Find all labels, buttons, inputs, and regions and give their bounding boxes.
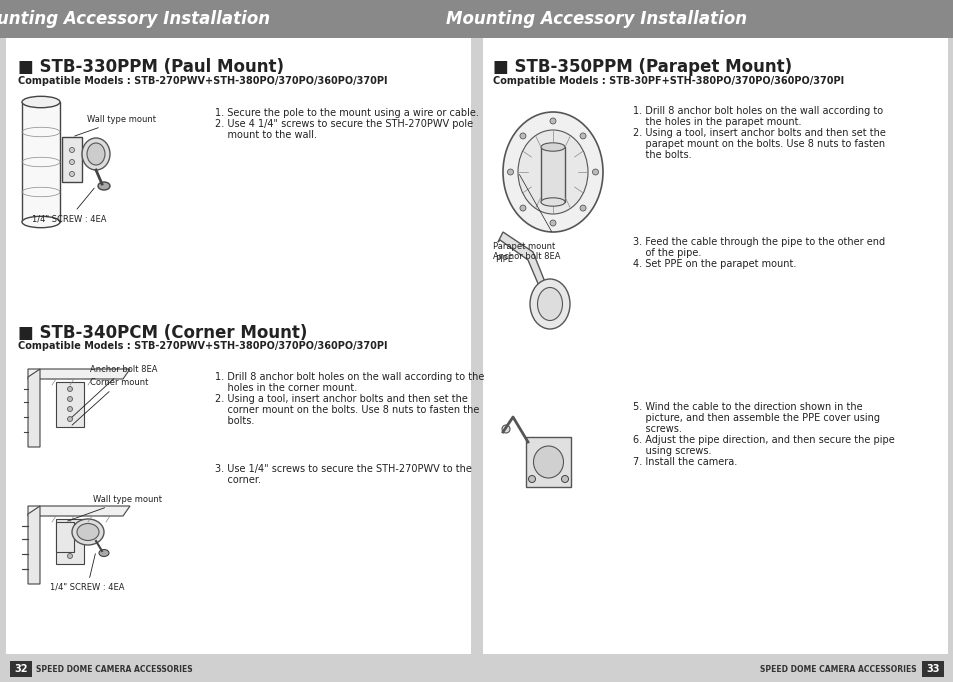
Circle shape [507, 169, 513, 175]
Text: 3. Use 1/4" screws to secure the STH-270PWV to the: 3. Use 1/4" screws to secure the STH-270… [214, 464, 472, 474]
FancyBboxPatch shape [6, 38, 471, 654]
Text: corner mount on the bolts. Use 8 nuts to fasten the: corner mount on the bolts. Use 8 nuts to… [214, 405, 478, 415]
Bar [56, 519, 84, 564]
Text: mount to the wall.: mount to the wall. [214, 130, 316, 140]
Circle shape [68, 387, 72, 391]
Text: ■ STB-330PPM (Paul Mount): ■ STB-330PPM (Paul Mount) [18, 58, 284, 76]
Circle shape [519, 133, 525, 139]
Circle shape [68, 417, 72, 421]
Text: Compatible Models : STB-270PWV+STH-380PO/370PO/360PO/370PI: Compatible Models : STB-270PWV+STH-380PO… [18, 76, 387, 86]
Text: 33: 33 [925, 664, 939, 674]
Text: Compatible Models : STB-270PWV+STH-380PO/370PO/360PO/370PI: Compatible Models : STB-270PWV+STH-380PO… [18, 341, 387, 351]
Text: Anchor bolt 8EA: Anchor bolt 8EA [493, 252, 560, 261]
Ellipse shape [82, 138, 110, 170]
Text: of the pipe.: of the pipe. [633, 248, 700, 258]
Text: 2. Using a tool, insert anchor bolts and then set the: 2. Using a tool, insert anchor bolts and… [633, 128, 885, 138]
Text: 32: 32 [14, 664, 28, 674]
Text: Parapet mount: Parapet mount [493, 242, 555, 251]
Circle shape [70, 171, 74, 177]
Polygon shape [28, 369, 130, 379]
Ellipse shape [87, 143, 105, 165]
Circle shape [550, 220, 556, 226]
Polygon shape [28, 506, 40, 584]
Bar [62, 137, 82, 182]
Text: SPEED DOME CAMERA ACCESSORIES: SPEED DOME CAMERA ACCESSORIES [760, 664, 916, 674]
Ellipse shape [77, 524, 99, 541]
Text: 2. Using a tool, insert anchor bolts and then set the: 2. Using a tool, insert anchor bolts and… [214, 394, 467, 404]
Text: Compatible Models : STB-30PF+STH-380PO/370PO/360PO/370PI: Compatible Models : STB-30PF+STH-380PO/3… [493, 76, 843, 86]
FancyBboxPatch shape [0, 0, 953, 38]
Circle shape [519, 205, 525, 211]
Circle shape [68, 533, 72, 539]
Circle shape [528, 475, 535, 482]
Text: the bolts.: the bolts. [633, 150, 691, 160]
Text: ■ STB-340PCM (Corner Mount): ■ STB-340PCM (Corner Mount) [18, 324, 307, 342]
Text: Wall type mount: Wall type mount [74, 115, 156, 136]
Polygon shape [497, 232, 553, 307]
Text: 7. Install the camera.: 7. Install the camera. [633, 457, 737, 467]
Text: PIPE: PIPE [495, 255, 513, 264]
Ellipse shape [22, 96, 60, 108]
Text: holes in the corner mount.: holes in the corner mount. [214, 383, 356, 393]
Circle shape [70, 147, 74, 153]
Text: Anchor bolt 8EA: Anchor bolt 8EA [72, 365, 157, 417]
Text: 1/4" SCREW : 4EA: 1/4" SCREW : 4EA [32, 188, 107, 223]
Text: 5. Wind the cable to the direction shown in the: 5. Wind the cable to the direction shown… [633, 402, 862, 412]
Polygon shape [28, 369, 40, 447]
Circle shape [68, 524, 72, 529]
Text: 4. Set PPE on the parapet mount.: 4. Set PPE on the parapet mount. [633, 259, 796, 269]
Ellipse shape [533, 446, 563, 478]
Text: 1. Drill 8 anchor bolt holes on the wall according to the: 1. Drill 8 anchor bolt holes on the wall… [214, 372, 484, 382]
Text: Mounting Accessory Installation: Mounting Accessory Installation [445, 10, 746, 28]
Polygon shape [28, 506, 130, 516]
Text: 2. Use 4 1/4" screws to secure the STH-270PWV pole: 2. Use 4 1/4" screws to secure the STH-2… [214, 119, 473, 129]
Circle shape [579, 133, 585, 139]
Text: picture, and then assemble the PPE cover using: picture, and then assemble the PPE cover… [633, 413, 879, 423]
Bar [56, 522, 74, 552]
FancyBboxPatch shape [921, 661, 943, 677]
Ellipse shape [502, 112, 602, 232]
Circle shape [68, 544, 72, 548]
Circle shape [68, 554, 72, 559]
FancyBboxPatch shape [10, 661, 32, 677]
Ellipse shape [98, 182, 110, 190]
Text: bolts.: bolts. [214, 416, 254, 426]
Circle shape [550, 118, 556, 124]
Circle shape [579, 205, 585, 211]
Circle shape [68, 396, 72, 402]
Text: 6. Adjust the pipe direction, and then secure the pipe: 6. Adjust the pipe direction, and then s… [633, 435, 894, 445]
Text: Mounting Accessory Installation: Mounting Accessory Installation [0, 10, 270, 28]
Text: the holes in the parapet mount.: the holes in the parapet mount. [633, 117, 801, 127]
Text: 1. Drill 8 anchor bolt holes on the wall according to: 1. Drill 8 anchor bolt holes on the wall… [633, 106, 882, 116]
Text: Wall type mount: Wall type mount [68, 495, 162, 521]
Ellipse shape [22, 216, 60, 228]
Text: using screws.: using screws. [633, 446, 711, 456]
Bar [22, 102, 60, 222]
Circle shape [501, 425, 510, 433]
Ellipse shape [537, 288, 562, 321]
Text: 1/4" SCREW : 4EA: 1/4" SCREW : 4EA [50, 554, 125, 592]
Bar [56, 382, 84, 427]
Ellipse shape [530, 279, 569, 329]
Text: corner.: corner. [214, 475, 261, 485]
Ellipse shape [71, 519, 104, 545]
Circle shape [561, 475, 568, 482]
Ellipse shape [540, 198, 564, 206]
Text: parapet mount on the bolts. Use 8 nuts to fasten: parapet mount on the bolts. Use 8 nuts t… [633, 139, 884, 149]
Ellipse shape [517, 130, 587, 214]
Text: 3. Feed the cable through the pipe to the other end: 3. Feed the cable through the pipe to th… [633, 237, 884, 247]
Text: screws.: screws. [633, 424, 681, 434]
Ellipse shape [99, 550, 109, 557]
Text: ■ STB-350PPM (Parapet Mount): ■ STB-350PPM (Parapet Mount) [493, 58, 791, 76]
Circle shape [70, 160, 74, 164]
Circle shape [68, 406, 72, 411]
FancyBboxPatch shape [482, 38, 947, 654]
Text: Corner mount: Corner mount [72, 378, 149, 425]
Circle shape [592, 169, 598, 175]
Bar [540, 147, 564, 202]
Ellipse shape [540, 143, 564, 151]
Text: 1. Secure the pole to the mount using a wire or cable.: 1. Secure the pole to the mount using a … [214, 108, 478, 118]
Bar [525, 437, 571, 487]
Text: SPEED DOME CAMERA ACCESSORIES: SPEED DOME CAMERA ACCESSORIES [36, 664, 193, 674]
